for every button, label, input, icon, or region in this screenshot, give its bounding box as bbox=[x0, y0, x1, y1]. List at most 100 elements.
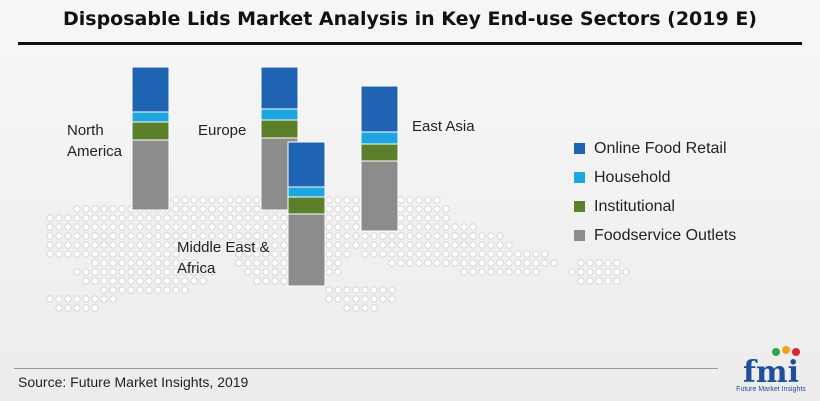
legend-swatch bbox=[574, 143, 585, 154]
map-dot bbox=[226, 214, 234, 222]
map-dot bbox=[46, 232, 54, 240]
bar-segment-east-asia-institutional bbox=[360, 143, 399, 162]
map-dot bbox=[586, 259, 594, 267]
map-dot bbox=[280, 214, 288, 222]
map-dot bbox=[352, 232, 360, 240]
map-dot bbox=[469, 241, 477, 249]
map-dot bbox=[280, 241, 288, 249]
map-dot bbox=[388, 232, 396, 240]
map-dot bbox=[271, 259, 279, 267]
map-dot bbox=[370, 304, 378, 312]
map-dot bbox=[235, 250, 243, 258]
map-dot bbox=[334, 232, 342, 240]
map-dot bbox=[154, 268, 162, 276]
bar-segment-north-america-institutional bbox=[131, 121, 170, 141]
map-dot bbox=[379, 295, 387, 303]
map-dot bbox=[370, 250, 378, 258]
map-dot bbox=[73, 232, 81, 240]
map-dot bbox=[127, 277, 135, 285]
legend-item-online-food-retail: Online Food Retail bbox=[574, 134, 736, 163]
map-dot bbox=[118, 286, 126, 294]
map-dot bbox=[406, 250, 414, 258]
map-dot bbox=[406, 223, 414, 231]
map-dot bbox=[478, 241, 486, 249]
map-dot bbox=[253, 223, 261, 231]
logo-dot-green bbox=[772, 348, 780, 356]
legend-item-household: Household bbox=[574, 163, 736, 192]
map-dot bbox=[163, 259, 171, 267]
map-dot bbox=[523, 250, 531, 258]
map-dot bbox=[532, 250, 540, 258]
map-dot bbox=[91, 241, 99, 249]
map-dot bbox=[433, 259, 441, 267]
map-dot bbox=[163, 214, 171, 222]
map-dot bbox=[487, 268, 495, 276]
map-dot bbox=[55, 223, 63, 231]
map-dot bbox=[64, 295, 72, 303]
map-dot bbox=[262, 277, 270, 285]
map-dot bbox=[109, 223, 117, 231]
map-dot bbox=[181, 286, 189, 294]
map-dot bbox=[388, 250, 396, 258]
map-dot bbox=[370, 295, 378, 303]
map-dot bbox=[613, 268, 621, 276]
map-dot bbox=[172, 232, 180, 240]
map-dot bbox=[199, 205, 207, 213]
map-dot bbox=[91, 259, 99, 267]
map-dot bbox=[136, 268, 144, 276]
map-dot bbox=[136, 214, 144, 222]
footer-divider bbox=[14, 368, 718, 369]
map-dot bbox=[163, 223, 171, 231]
map-dot bbox=[451, 241, 459, 249]
map-dot bbox=[361, 304, 369, 312]
map-dot bbox=[442, 232, 450, 240]
map-dot bbox=[415, 205, 423, 213]
map-dot bbox=[190, 259, 198, 267]
map-dot bbox=[334, 241, 342, 249]
map-dot bbox=[46, 295, 54, 303]
map-dot bbox=[118, 205, 126, 213]
map-dot bbox=[622, 268, 630, 276]
map-dot bbox=[595, 277, 603, 285]
map-dot bbox=[424, 196, 432, 204]
map-dot bbox=[271, 214, 279, 222]
map-dot bbox=[424, 214, 432, 222]
map-dot bbox=[370, 286, 378, 294]
map-dot bbox=[406, 196, 414, 204]
region-label-north-america: North America bbox=[67, 122, 123, 160]
map-dot bbox=[109, 268, 117, 276]
map-dot bbox=[271, 268, 279, 276]
map-dot bbox=[325, 196, 333, 204]
map-dot bbox=[154, 223, 162, 231]
map-dot bbox=[325, 295, 333, 303]
map-dot bbox=[109, 205, 117, 213]
map-dot bbox=[91, 205, 99, 213]
map-dot bbox=[361, 232, 369, 240]
map-dot bbox=[253, 232, 261, 240]
map-dot bbox=[442, 214, 450, 222]
bar-segment-east-asia-online-food-retail bbox=[360, 85, 399, 133]
chart-title: Disposable Lids Market Analysis in Key E… bbox=[62, 8, 757, 30]
map-dot bbox=[487, 259, 495, 267]
map-dot bbox=[496, 232, 504, 240]
legend-item-foodservice-outlets: Foodservice Outlets bbox=[574, 221, 736, 250]
map-dot bbox=[469, 223, 477, 231]
map-dot bbox=[163, 277, 171, 285]
map-dot bbox=[442, 205, 450, 213]
map-dot bbox=[334, 286, 342, 294]
map-dot bbox=[262, 241, 270, 249]
map-dot bbox=[505, 268, 513, 276]
map-dot bbox=[154, 259, 162, 267]
map-dot bbox=[82, 223, 90, 231]
map-dot bbox=[262, 268, 270, 276]
map-dot bbox=[451, 259, 459, 267]
map-dot bbox=[190, 277, 198, 285]
map-dot bbox=[343, 232, 351, 240]
map-dot bbox=[190, 214, 198, 222]
legend-swatch bbox=[574, 230, 585, 241]
legend-swatch bbox=[574, 172, 585, 183]
map-dot bbox=[145, 214, 153, 222]
map-dot bbox=[532, 268, 540, 276]
map-dot bbox=[343, 241, 351, 249]
map-dot bbox=[253, 277, 261, 285]
